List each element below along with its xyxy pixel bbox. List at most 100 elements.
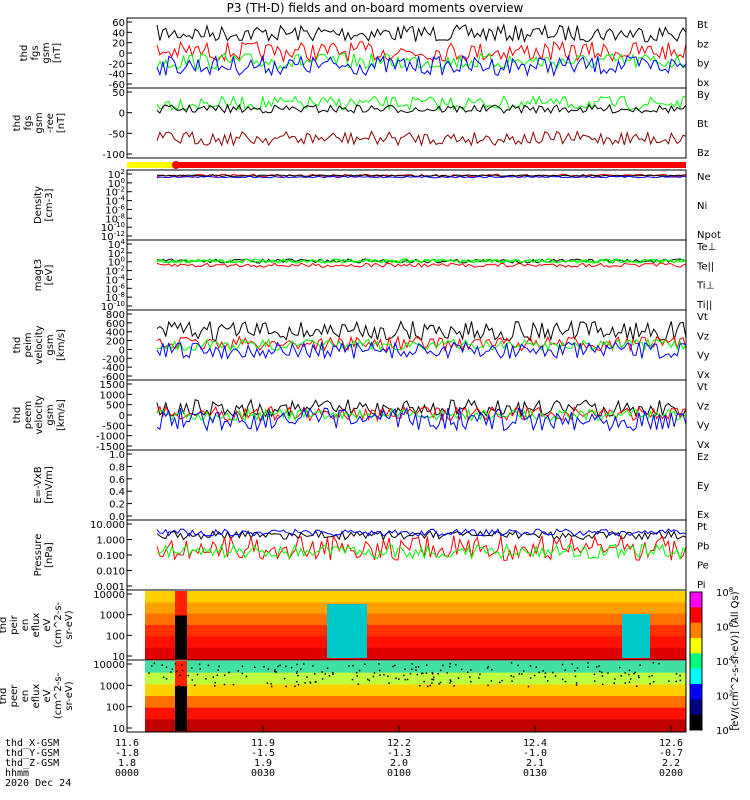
panel-ylabel: [km/s]	[56, 399, 67, 431]
spectrogram-speck	[658, 662, 660, 665]
legend-entry: Vt	[697, 312, 708, 323]
panel-2: thd fgs gsm -ree [nT] 50 0 -50 -100 By Bt Bz	[12, 87, 710, 161]
spectrogram-speck	[296, 680, 298, 683]
colorbar-tick-label: 106	[716, 621, 734, 634]
spectrogram-speck	[314, 680, 317, 683]
spectrogram-speck	[593, 680, 596, 682]
panel-ytick-label: 60	[112, 18, 125, 29]
panel-ytick-label: 400	[106, 328, 125, 339]
spectrogram-speck	[383, 673, 385, 676]
panel-ytick-label: 10-12	[101, 230, 125, 243]
spectrogram-speck	[423, 680, 425, 683]
panel-ylabel: Pressure	[33, 534, 44, 577]
legend-entry: Ex	[697, 510, 709, 521]
chart-title: P3 (TH-D) fields and on-board moments ov…	[227, 1, 524, 15]
spectrogram-speck	[304, 682, 306, 684]
spectrogram-speck	[551, 671, 554, 674]
colorbar-tick-label: 100	[716, 724, 733, 737]
spectrogram-speck	[328, 675, 331, 677]
spectrogram-speck	[275, 671, 277, 673]
spectrogram-speck	[470, 680, 472, 683]
spectrogram-speck	[535, 666, 538, 668]
spectrogram-speck	[529, 665, 532, 667]
colorbar-segment	[690, 699, 702, 716]
spectrogram-speck	[510, 675, 512, 677]
x-tick-label: 12.6	[659, 738, 683, 749]
spectrogram-speck	[372, 675, 375, 678]
spectrogram-speck	[406, 678, 409, 681]
legend-entry: bz	[697, 39, 709, 50]
spectrogram-speck	[196, 673, 199, 676]
series-line	[156, 542, 687, 561]
spectrogram-speck	[332, 673, 334, 676]
spectrogram-speck	[207, 664, 210, 667]
panel-ytick-label: 40	[112, 28, 125, 39]
spectrogram-speck	[628, 681, 631, 683]
panel-ytick-label: 104	[108, 238, 126, 251]
panel-ylabel: gsm	[34, 112, 45, 133]
spectrogram-gap-top	[175, 591, 187, 616]
spectrogram-speck	[321, 671, 323, 673]
panel-frame	[126, 169, 687, 241]
series-line	[156, 258, 687, 264]
spectrogram-speck	[300, 668, 302, 670]
panel-ytick-label: 0.6	[109, 475, 125, 486]
spectrogram-speck	[601, 683, 604, 686]
spectrogram-speck	[478, 677, 480, 679]
panel-frame	[126, 17, 687, 89]
spectrogram-speck	[561, 663, 564, 666]
panel-ytick-label: -500	[102, 421, 125, 432]
spectrogram-speck	[624, 672, 626, 674]
spectrogram-speck	[470, 669, 472, 671]
spectrogram-speck	[652, 662, 655, 664]
x-tick-label: 1.9	[254, 758, 272, 769]
x-axis: thd_X-GSM 11.6 11.9 12.2 12.4 12.6 thd_Y-GSM -1…	[5, 726, 683, 789]
panel-frame	[126, 659, 687, 733]
spectrogram-speck	[165, 666, 168, 669]
x-tick-label: 1.8	[118, 758, 136, 769]
spectrogram-speck	[267, 668, 270, 670]
spectrogram-speck	[297, 674, 299, 677]
x-tick-label: 12.4	[523, 738, 547, 749]
legend-entry: Ti||	[696, 300, 712, 311]
spectrogram-speck	[326, 667, 329, 669]
spectrogram-speck	[571, 663, 573, 665]
panel-ytick-label: -100	[102, 150, 125, 161]
colorbar-tick-label: 102	[716, 690, 733, 703]
panel-ytick-label: 100	[106, 631, 125, 642]
panel-ytick-label: 10-6	[105, 282, 125, 295]
spectrogram-speck	[554, 675, 557, 677]
spectrogram-speck	[194, 684, 196, 687]
panel-ylabel: eflux	[31, 684, 42, 709]
panel-ylabel: thd	[19, 45, 30, 62]
panel-ytick-label: 1.0	[109, 450, 125, 461]
spectrogram-speck	[649, 683, 651, 685]
spectrogram-speck	[575, 684, 578, 686]
panel-ytick-label: -400	[102, 363, 125, 374]
spectrogram-speck	[449, 662, 452, 665]
spectrogram-speck	[290, 666, 293, 669]
legend-entry: Npot	[697, 230, 721, 241]
series-line	[156, 529, 687, 541]
spectrogram-speck	[352, 664, 354, 667]
spectrogram-speck	[595, 666, 598, 668]
legend-entry: Bz	[697, 148, 709, 159]
spectrogram-speck	[598, 665, 600, 667]
spectrogram-speck	[679, 679, 682, 682]
x-tick-label: 11.6	[115, 738, 139, 749]
colorbar-segment	[690, 638, 702, 654]
panel-ytick-label: 1000	[100, 390, 125, 401]
mode-bar-yellow	[127, 162, 175, 168]
panel-ylabel: -ree	[45, 113, 56, 133]
spectrogram-speck	[161, 664, 163, 666]
spectrogram-band	[145, 684, 686, 697]
spectrogram-speck	[415, 669, 417, 671]
spectrogram-speck	[270, 685, 273, 688]
panel-ytick-label: 0	[119, 109, 125, 120]
panel-ytick-label: -40	[109, 70, 125, 81]
spectrogram-speck	[321, 678, 324, 680]
panel-ylabel: E=-VxB	[33, 466, 44, 503]
spectrogram-speck	[357, 683, 360, 685]
spectrogram-speck	[431, 673, 434, 675]
spectrogram-speck	[388, 682, 390, 684]
